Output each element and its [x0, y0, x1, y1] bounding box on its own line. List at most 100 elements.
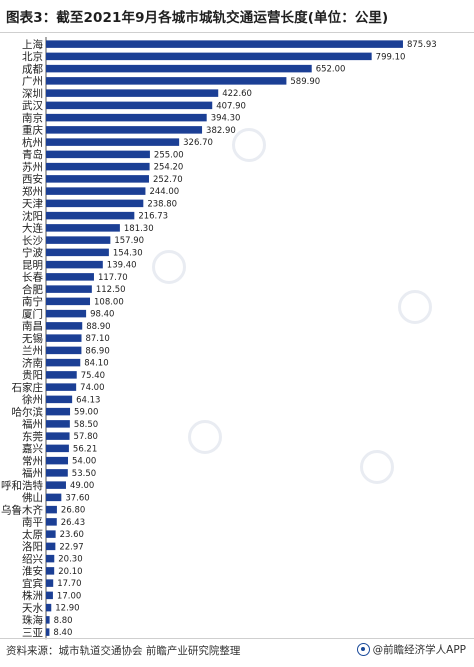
bar [46, 628, 50, 636]
data-label: 252.70 [153, 175, 183, 185]
data-label: 326.70 [183, 138, 213, 148]
bar [46, 420, 70, 428]
data-label: 112.50 [96, 285, 126, 295]
category-tick-label: 南平 [22, 516, 43, 529]
category-tick-label: 长春 [22, 272, 43, 284]
data-label: 57.80 [74, 432, 98, 442]
bar [46, 77, 287, 85]
category-tick-label: 天水 [22, 602, 43, 614]
category-tick-label: 昆明 [22, 259, 43, 271]
category-tick-label: 杭州 [22, 136, 43, 149]
category-tick-label: 南昌 [22, 320, 43, 333]
data-label: 8.40 [53, 628, 72, 638]
data-label: 108.00 [94, 297, 124, 307]
bar [46, 126, 203, 134]
bar [46, 530, 56, 538]
category-tick-label: 天津 [22, 198, 43, 210]
category-tick-label: 乌鲁木齐 [1, 503, 43, 516]
data-label: 382.90 [206, 126, 236, 136]
data-label: 254.20 [154, 163, 184, 173]
data-label: 589.90 [290, 77, 320, 87]
data-label: 20.10 [58, 567, 82, 577]
bar [46, 334, 82, 342]
data-label: 244.00 [149, 187, 179, 197]
bar [46, 567, 55, 575]
data-label: 37.60 [65, 493, 89, 503]
category-tick-label: 大连 [22, 222, 43, 235]
brand-logo-icon [356, 643, 370, 656]
category-tick-label: 福州 [22, 467, 43, 480]
bar [46, 444, 69, 453]
category-tick-label: 长沙 [22, 235, 43, 247]
category-tick-label: 南京 [22, 111, 43, 124]
bar [46, 101, 213, 110]
data-label: 407.90 [216, 101, 246, 111]
data-label: 8.80 [54, 616, 73, 626]
bar [46, 309, 87, 318]
bar [46, 199, 144, 208]
data-label: 17.70 [57, 579, 81, 589]
data-label: 181.30 [124, 224, 154, 234]
data-label: 59.00 [74, 408, 98, 418]
category-tick-label: 哈尔滨 [12, 405, 44, 418]
data-label: 86.90 [85, 346, 109, 356]
data-label: 58.50 [74, 420, 98, 430]
category-tick-label: 武汉 [22, 99, 43, 112]
category-tick-label: 三亚 [22, 627, 43, 639]
data-label: 23.60 [60, 530, 84, 540]
bar [46, 138, 180, 146]
bar [46, 481, 66, 489]
bar [46, 358, 81, 367]
bar [46, 469, 68, 477]
bar [46, 579, 54, 587]
data-label: 255.00 [154, 150, 184, 160]
data-label: 87.10 [85, 334, 109, 344]
data-label: 157.90 [114, 236, 144, 246]
data-label: 17.00 [57, 591, 81, 601]
category-tick-label: 佛山 [22, 491, 43, 504]
title-divider [0, 32, 474, 33]
category-tick-label: 无锡 [22, 332, 43, 345]
data-label: 75.40 [81, 371, 105, 381]
category-tick-label: 深圳 [22, 88, 43, 100]
category-tick-label: 珠海 [22, 614, 43, 627]
category-tick-label: 成都 [22, 63, 43, 75]
bar [46, 407, 71, 416]
bar [46, 40, 403, 48]
category-tick-label: 贵阳 [22, 369, 43, 382]
data-label: 12.90 [55, 604, 79, 614]
bar [46, 285, 92, 293]
data-label: 422.60 [222, 89, 252, 99]
data-label: 74.00 [80, 383, 104, 393]
bar [46, 211, 135, 220]
data-label: 84.10 [84, 359, 108, 369]
bar [46, 260, 103, 269]
bar [46, 603, 52, 612]
category-tick-label: 绍兴 [22, 552, 43, 565]
category-tick-label: 合肥 [22, 283, 43, 296]
data-label: 139.40 [107, 261, 137, 271]
data-label: 88.90 [86, 322, 110, 332]
bar [46, 64, 312, 73]
data-label: 117.70 [98, 273, 128, 283]
category-tick-label: 宁波 [22, 246, 43, 259]
category-tick-label: 嘉兴 [22, 442, 43, 455]
bar [46, 395, 73, 404]
bar [46, 322, 83, 330]
category-tick-label: 呼和浩特 [1, 480, 43, 492]
bar [46, 187, 146, 195]
brand-text: @前瞻经济学人APP [372, 644, 466, 656]
category-tick-label: 淮安 [22, 565, 43, 578]
bar [46, 505, 57, 514]
bar [46, 52, 372, 61]
data-label: 56.21 [73, 444, 97, 454]
category-tick-label: 上海 [22, 38, 43, 51]
category-tick-label: 青岛 [22, 148, 43, 161]
data-label: 875.93 [407, 40, 437, 50]
category-tick-label: 沈阳 [22, 209, 43, 222]
bar [46, 297, 91, 306]
bar [46, 518, 57, 526]
bar [46, 236, 111, 244]
category-tick-label: 石家庄 [12, 381, 44, 394]
